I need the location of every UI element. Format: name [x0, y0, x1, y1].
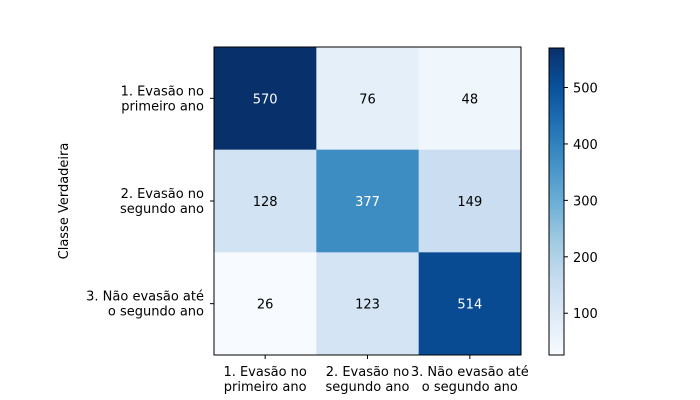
heatmap-cells [214, 47, 522, 356]
heatmap-cell [316, 47, 420, 151]
x-tick-label: 2. Evasão no segundo ano [326, 365, 410, 395]
colorbar-tick-label: 300 [573, 194, 598, 209]
cell-value-label: 570 [253, 92, 278, 107]
x-axis-ticks: 1. Evasão no primeiro ano 2. Evasão no segu… [223, 355, 529, 395]
cell-value-label: 377 [355, 195, 380, 210]
heatmap-cell [214, 252, 317, 356]
cell-value-label: 128 [253, 195, 278, 210]
cell-value-label: 123 [355, 298, 380, 313]
colorbar-tick-label: 400 [573, 138, 598, 153]
cell-value-labels: 570 76 48 128 377 149 26 123 514 [253, 92, 482, 312]
heatmap-cell [316, 252, 420, 356]
x-tick-label: 1. Evasão no primeiro ano [223, 365, 306, 395]
y-axis-label: Classe Verdadeira [57, 143, 72, 260]
heatmap-cell [316, 149, 420, 253]
y-tick-label: 3. Não evasão até o segundo ano [86, 290, 204, 320]
cell-value-label: 76 [359, 92, 376, 107]
heatmap-cell [214, 47, 317, 151]
colorbar-tick-label: 100 [573, 307, 598, 322]
heatmap-cell [214, 149, 317, 253]
heatmap-cell [418, 47, 522, 151]
colorbar-tick-label: 500 [573, 82, 598, 97]
cell-value-label: 26 [257, 298, 274, 313]
cell-value-label: 514 [457, 298, 482, 313]
y-tick-label: 1. Evasão no primeiro ano [121, 84, 204, 114]
x-tick-label: 3. Não evasão até o segundo ano [411, 365, 529, 395]
colorbar-ticks: 100 200 300 400 500 [564, 82, 598, 322]
colorbar-tick-label: 200 [573, 251, 598, 266]
colorbar [548, 47, 565, 356]
cell-value-label: 149 [457, 195, 482, 210]
cell-value-label: 48 [462, 92, 479, 107]
heatmap-cell [418, 252, 522, 356]
y-axis-ticks: 1. Evasão no primeiro ano 2. Evasão no segu… [86, 84, 214, 320]
heatmap-cell [418, 149, 522, 253]
y-tick-label: 2. Evasão no segundo ano [120, 187, 204, 217]
